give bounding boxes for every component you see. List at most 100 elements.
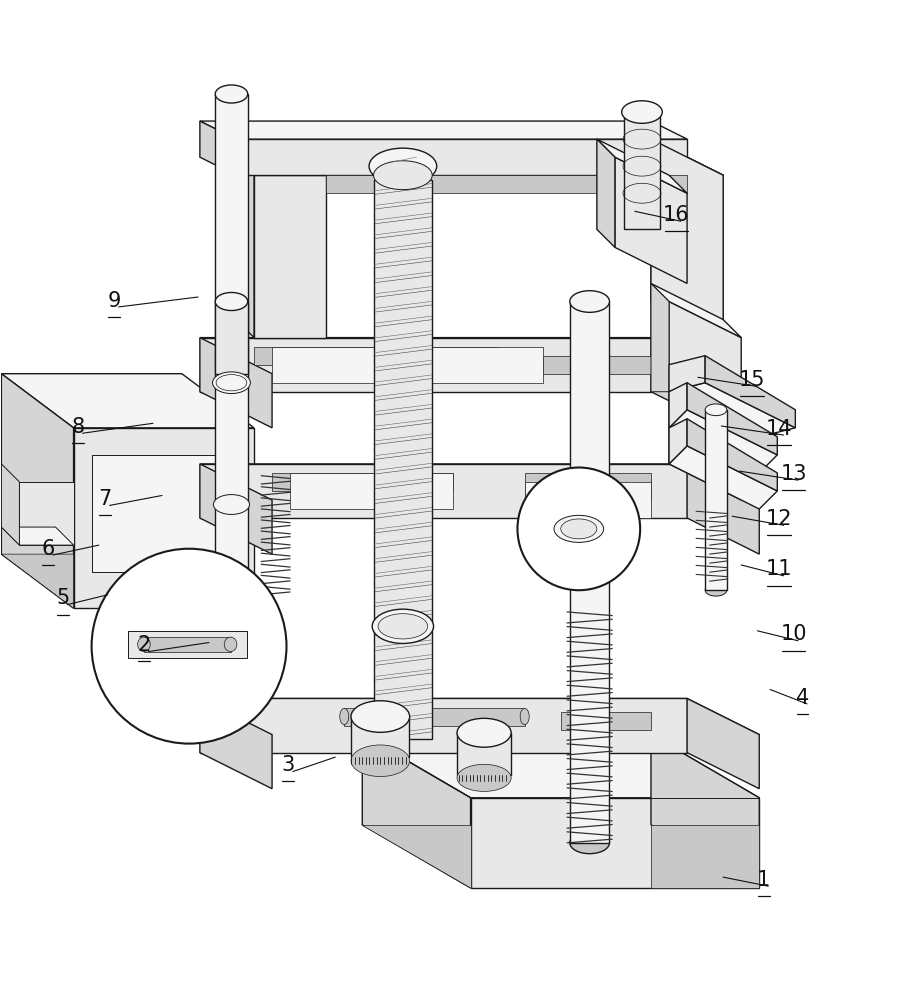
- Text: 5: 5: [56, 588, 70, 608]
- Polygon shape: [200, 338, 651, 392]
- Polygon shape: [272, 473, 452, 491]
- Polygon shape: [19, 482, 73, 545]
- Polygon shape: [200, 698, 272, 789]
- Polygon shape: [687, 419, 777, 491]
- Polygon shape: [254, 347, 498, 365]
- Polygon shape: [362, 825, 471, 888]
- Text: 9: 9: [108, 291, 121, 311]
- Polygon shape: [651, 825, 759, 888]
- Polygon shape: [570, 302, 609, 843]
- Polygon shape: [215, 302, 248, 374]
- Polygon shape: [272, 347, 543, 383]
- Polygon shape: [597, 139, 614, 247]
- Polygon shape: [687, 464, 759, 554]
- Circle shape: [91, 549, 287, 744]
- Polygon shape: [669, 446, 777, 509]
- Ellipse shape: [575, 511, 605, 525]
- Polygon shape: [351, 717, 409, 757]
- Polygon shape: [525, 473, 651, 500]
- Polygon shape: [614, 157, 687, 283]
- Ellipse shape: [554, 515, 604, 542]
- Text: 8: 8: [71, 417, 85, 437]
- Polygon shape: [525, 482, 651, 518]
- Polygon shape: [651, 139, 723, 338]
- Polygon shape: [200, 698, 687, 753]
- Text: 12: 12: [766, 509, 793, 529]
- Ellipse shape: [215, 85, 248, 103]
- Ellipse shape: [457, 764, 511, 791]
- Polygon shape: [669, 410, 777, 473]
- Polygon shape: [254, 175, 326, 338]
- Ellipse shape: [570, 291, 609, 312]
- Text: 16: 16: [663, 205, 690, 225]
- Polygon shape: [291, 473, 452, 509]
- Polygon shape: [200, 338, 272, 428]
- Ellipse shape: [215, 292, 248, 311]
- Ellipse shape: [213, 372, 251, 394]
- Polygon shape: [669, 383, 687, 428]
- Polygon shape: [2, 464, 19, 545]
- Polygon shape: [326, 175, 687, 193]
- Polygon shape: [561, 726, 633, 753]
- Polygon shape: [2, 374, 254, 428]
- Polygon shape: [705, 356, 795, 428]
- Polygon shape: [236, 157, 254, 338]
- Polygon shape: [236, 157, 326, 175]
- Text: 7: 7: [99, 489, 112, 509]
- Polygon shape: [669, 419, 687, 464]
- Ellipse shape: [705, 584, 727, 596]
- Polygon shape: [624, 112, 660, 229]
- Polygon shape: [471, 726, 543, 753]
- Ellipse shape: [215, 708, 248, 726]
- Polygon shape: [374, 180, 432, 739]
- Polygon shape: [73, 428, 254, 608]
- Polygon shape: [200, 121, 236, 175]
- Circle shape: [518, 468, 640, 590]
- Polygon shape: [669, 356, 705, 392]
- Ellipse shape: [374, 161, 433, 190]
- Text: 1: 1: [757, 870, 770, 890]
- Polygon shape: [687, 698, 759, 789]
- Text: 15: 15: [738, 370, 766, 390]
- Text: 2: 2: [138, 635, 150, 655]
- Ellipse shape: [561, 519, 597, 539]
- Polygon shape: [2, 527, 73, 545]
- Polygon shape: [200, 464, 687, 518]
- Polygon shape: [457, 733, 511, 775]
- Polygon shape: [687, 383, 777, 455]
- Text: 6: 6: [42, 539, 55, 559]
- Polygon shape: [362, 735, 759, 798]
- Text: 14: 14: [766, 419, 793, 439]
- Ellipse shape: [571, 508, 608, 528]
- Polygon shape: [705, 410, 727, 590]
- Text: 13: 13: [780, 464, 806, 484]
- Ellipse shape: [216, 375, 247, 391]
- Polygon shape: [651, 139, 723, 374]
- Ellipse shape: [622, 101, 662, 123]
- Ellipse shape: [378, 614, 428, 639]
- Ellipse shape: [138, 637, 150, 652]
- Polygon shape: [215, 94, 248, 717]
- Ellipse shape: [339, 708, 348, 725]
- Polygon shape: [651, 735, 759, 888]
- Polygon shape: [128, 631, 247, 658]
- Polygon shape: [651, 338, 723, 428]
- Text: 3: 3: [281, 755, 295, 775]
- Ellipse shape: [570, 832, 609, 854]
- Polygon shape: [597, 139, 687, 193]
- Polygon shape: [200, 464, 272, 554]
- Text: 4: 4: [795, 688, 809, 708]
- Polygon shape: [2, 374, 73, 608]
- Polygon shape: [200, 338, 723, 374]
- Polygon shape: [543, 356, 651, 374]
- Ellipse shape: [372, 609, 433, 643]
- Ellipse shape: [705, 404, 727, 416]
- Ellipse shape: [351, 745, 410, 777]
- Text: 11: 11: [766, 559, 793, 579]
- Polygon shape: [362, 735, 471, 888]
- Polygon shape: [651, 283, 669, 392]
- Ellipse shape: [351, 701, 410, 732]
- Polygon shape: [561, 712, 651, 730]
- Polygon shape: [144, 637, 231, 652]
- Ellipse shape: [520, 708, 529, 725]
